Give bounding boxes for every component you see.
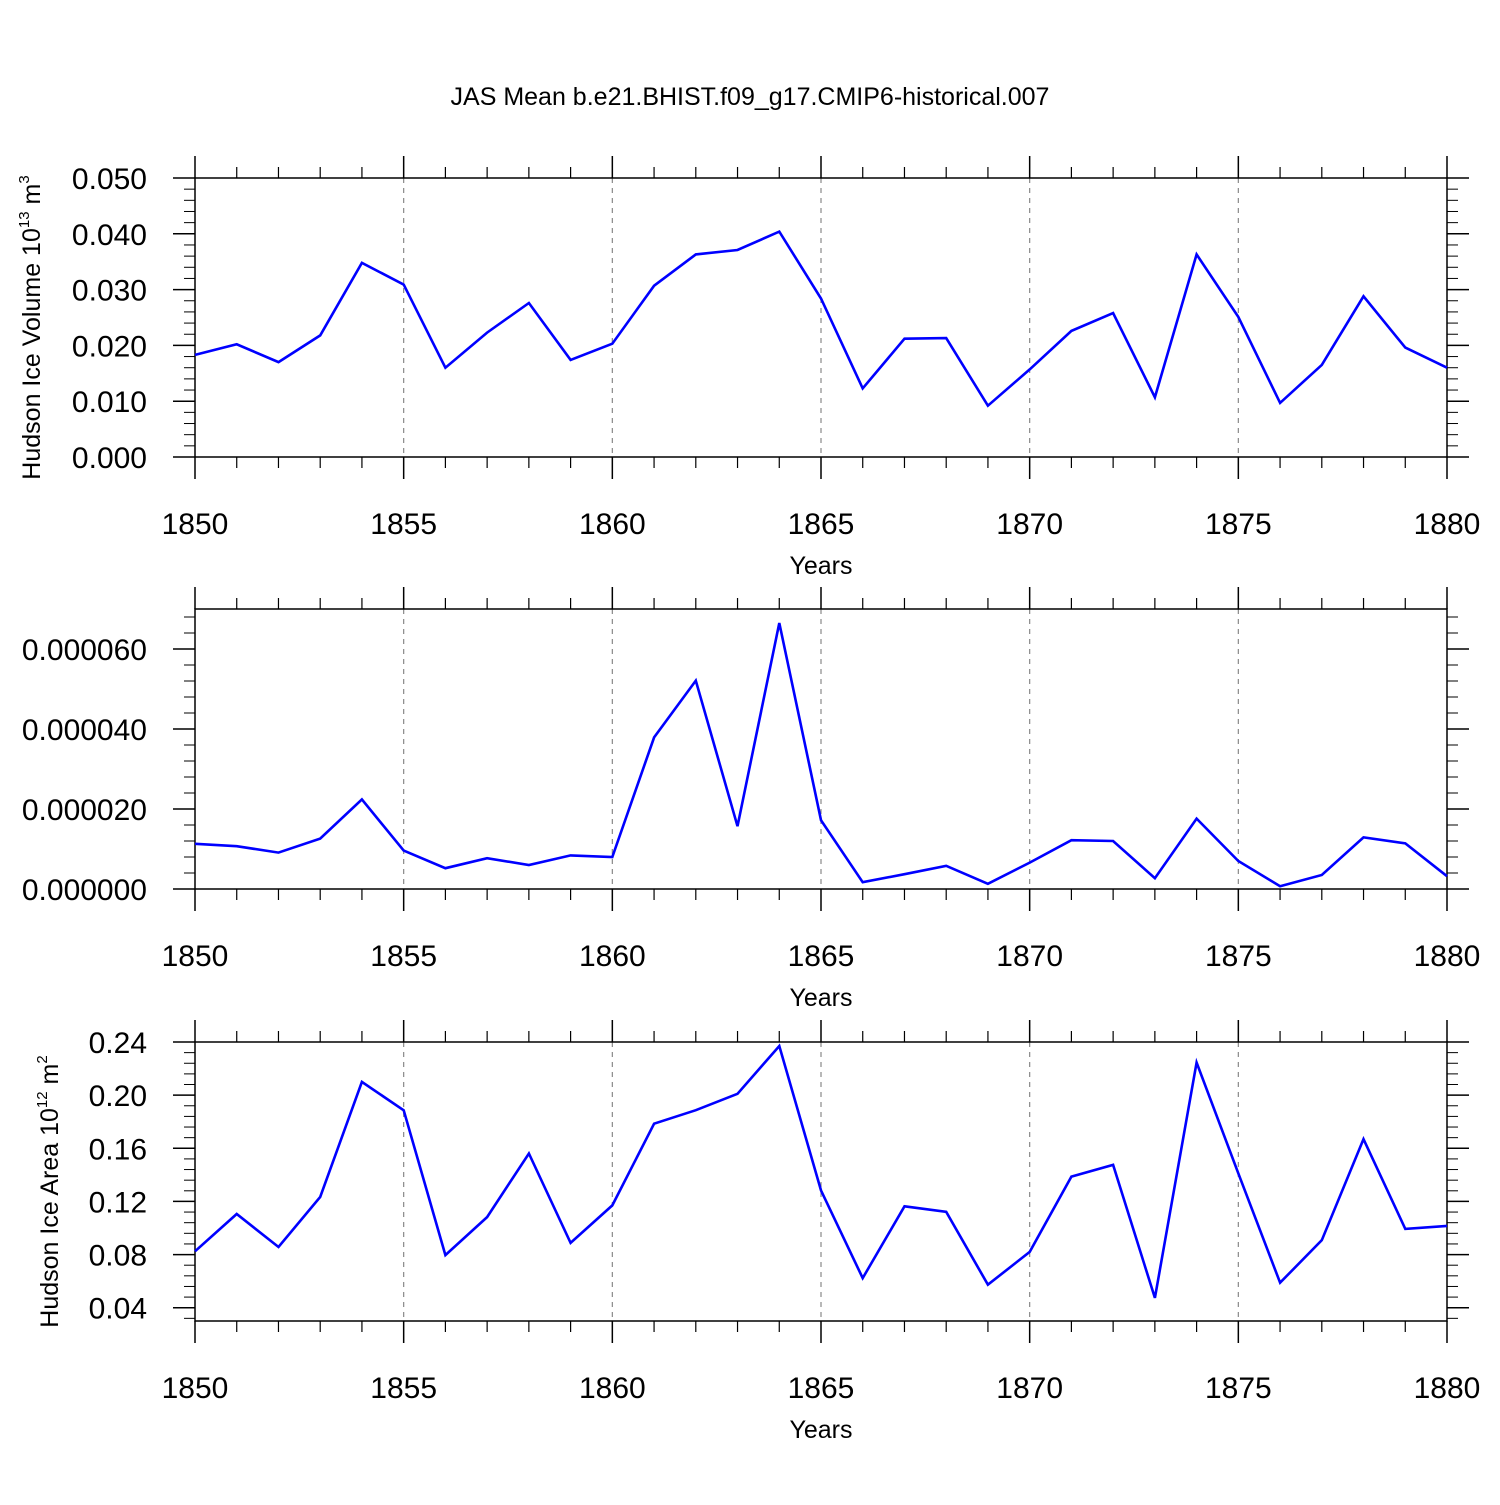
x-tick-label: 1875: [1205, 1372, 1272, 1405]
y-tick-label: 0.030: [72, 275, 147, 308]
x-tick-label: 1865: [788, 1372, 855, 1405]
x-tick-label: 1865: [788, 940, 855, 973]
x-tick-label: 1860: [579, 508, 646, 541]
x-tick-label: 1855: [370, 508, 437, 541]
series-line: [194, 622, 1448, 888]
y-tick-label: 0.20: [89, 1080, 147, 1113]
x-tick-label: 1860: [579, 1372, 646, 1405]
y-tick-label: 0.020: [72, 330, 147, 363]
y-axis-title-superscript: 2: [34, 1055, 51, 1063]
x-axis-title: Years: [789, 984, 852, 1012]
y-axis-title-part: Hudson Ice Area 10: [36, 1108, 64, 1328]
y-axis-title: Hudson Ice Area 1012 m2: [34, 1055, 64, 1327]
x-tick-label: 1855: [370, 940, 437, 973]
panel-3: 1850 1855 1860 1865 1870 1875 1880 Years 0.04 0.0…: [34, 1020, 1480, 1444]
x-tick-label: 1850: [162, 508, 229, 541]
y-tick-label: 0.000000: [22, 874, 147, 907]
x-tick-label: 1850: [162, 940, 229, 973]
series-line: [194, 1043, 1448, 1299]
x-tick-label: 1880: [1414, 940, 1481, 973]
y-axis-title-part: Hudson Ice Volume 10: [18, 228, 46, 480]
y-axis-title-part: m: [18, 184, 46, 212]
y-tick-label: 0.12: [89, 1186, 147, 1219]
y-tick-label: 0.000: [72, 442, 147, 475]
x-axis-title: Years: [789, 1416, 852, 1444]
y-tick-label: 0.050: [72, 163, 147, 196]
y-axis-title-superscript: 12: [34, 1091, 51, 1108]
x-tick-label: 1870: [996, 508, 1063, 541]
y-tick-label: 0.000060: [22, 634, 147, 667]
x-tick-label: 1860: [579, 940, 646, 973]
x-tick-label: 1875: [1205, 940, 1272, 973]
panel-2: 1850 1855 1860 1865 1870 1875 1880 Years 0.00000…: [22, 587, 1481, 1012]
y-tick-label: 0.04: [89, 1293, 147, 1326]
y-tick-label: 0.24: [89, 1027, 147, 1060]
panels: 1850 1855 1860 1865 1870 1875 1880 Years 0.000 0.…: [16, 156, 1480, 1444]
y-tick-label: 0.16: [89, 1133, 147, 1166]
y-axis-title: Hudson Ice Volume 1013 m3: [16, 175, 46, 479]
y-axis-title-part: m: [36, 1064, 64, 1092]
y-tick-label: 0.040: [72, 219, 147, 252]
x-axis-title: Years: [789, 552, 852, 580]
x-tick-label: 1850: [162, 1372, 229, 1405]
x-tick-label: 1870: [996, 1372, 1063, 1405]
y-axis-title-superscript: 3: [16, 175, 33, 183]
series-line: [194, 229, 1448, 408]
panel-1: 1850 1855 1860 1865 1870 1875 1880 Years 0.000 0.…: [16, 156, 1480, 580]
chart-title: JAS Mean b.e21.BHIST.f09_g17.CMIP6-histo…: [451, 83, 1050, 111]
y-tick-label: 0.010: [72, 386, 147, 419]
y-tick-label: 0.08: [89, 1240, 147, 1273]
x-tick-label: 1855: [370, 1372, 437, 1405]
x-tick-label: 1880: [1414, 1372, 1481, 1405]
y-tick-label: 0.000040: [22, 714, 147, 747]
x-tick-label: 1875: [1205, 508, 1272, 541]
y-tick-label: 0.000020: [22, 794, 147, 827]
x-tick-label: 1865: [788, 508, 855, 541]
x-tick-label: 1870: [996, 940, 1063, 973]
y-axis-title-superscript: 13: [16, 211, 33, 228]
x-tick-label: 1880: [1414, 508, 1481, 541]
